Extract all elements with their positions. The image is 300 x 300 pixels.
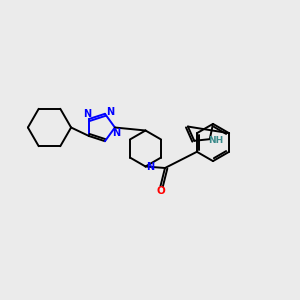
Text: N: N xyxy=(146,161,155,172)
Text: N: N xyxy=(112,128,121,138)
Text: N: N xyxy=(83,109,92,118)
Text: N: N xyxy=(106,107,114,117)
Text: NH: NH xyxy=(208,136,224,145)
Text: O: O xyxy=(156,186,165,196)
